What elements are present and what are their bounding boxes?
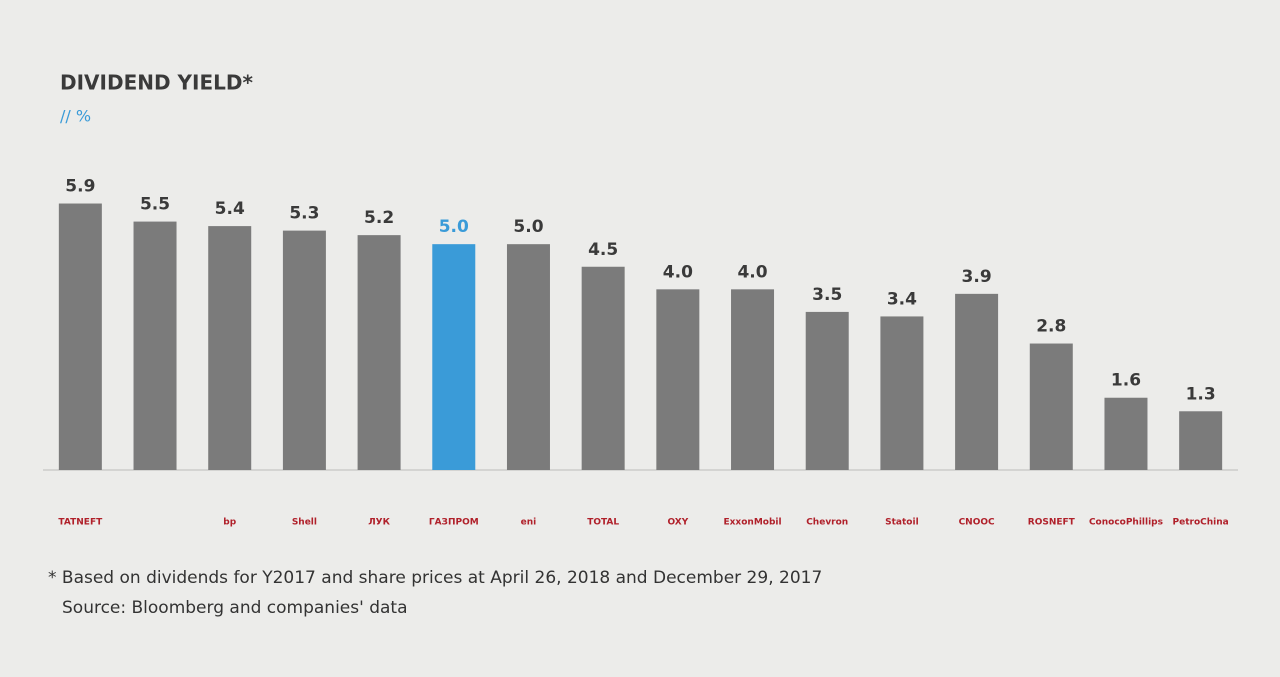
company-label: PetroChina <box>1173 518 1229 528</box>
company-label: ConocoPhillips <box>1089 518 1163 528</box>
company-label: OXY <box>667 518 688 528</box>
value-label: 1.6 <box>1111 371 1141 391</box>
company-label: eni <box>521 518 537 528</box>
company-label: ROSNEFT <box>1028 518 1076 528</box>
company-label: TOTAL <box>587 518 619 528</box>
bar <box>1029 343 1073 470</box>
company-label: ExxonMobil <box>723 518 781 528</box>
value-label: 4.0 <box>663 262 693 282</box>
value-label: 3.9 <box>962 267 992 287</box>
value-label: 5.0 <box>439 217 469 237</box>
footnote: * Based on dividends for Y2017 and share… <box>48 568 822 588</box>
source-note: Source: Bloomberg and companies' data <box>62 598 408 618</box>
company-label: Chevron <box>806 518 848 528</box>
company-label: ЛУК <box>368 518 390 528</box>
value-label: 5.4 <box>215 199 245 219</box>
bar <box>1179 411 1223 470</box>
bar <box>656 289 700 470</box>
bar <box>432 244 476 470</box>
bar <box>805 311 849 470</box>
bar <box>506 244 550 470</box>
bar <box>133 221 177 470</box>
value-label: 4.5 <box>588 240 618 260</box>
bar <box>955 293 999 470</box>
value-label: 3.4 <box>887 289 917 309</box>
bar <box>357 235 401 470</box>
bar <box>58 203 102 470</box>
value-label: 5.2 <box>364 208 394 228</box>
bar <box>880 316 924 470</box>
value-label: 5.0 <box>513 217 543 237</box>
bar <box>282 230 326 470</box>
value-label: 4.0 <box>737 262 767 282</box>
company-label: CNOOC <box>959 518 995 528</box>
bar <box>208 226 252 470</box>
bar <box>581 266 625 470</box>
value-label: 5.9 <box>65 177 95 197</box>
chart-subtitle: // % <box>60 107 91 126</box>
value-label: 3.5 <box>812 285 842 305</box>
chart-title: DIVIDEND YIELD* <box>60 71 253 95</box>
bar <box>731 289 775 470</box>
company-label: ГАЗПРОМ <box>429 518 479 528</box>
bar <box>1104 397 1148 470</box>
company-label: Statoil <box>885 518 919 528</box>
company-label: TATNEFT <box>58 518 103 528</box>
value-label: 5.3 <box>289 204 319 224</box>
value-label: 1.3 <box>1186 384 1216 404</box>
company-label: Shell <box>292 518 317 528</box>
value-label: 2.8 <box>1036 317 1066 337</box>
company-label: bp <box>223 518 236 528</box>
value-label: 5.5 <box>140 195 170 215</box>
